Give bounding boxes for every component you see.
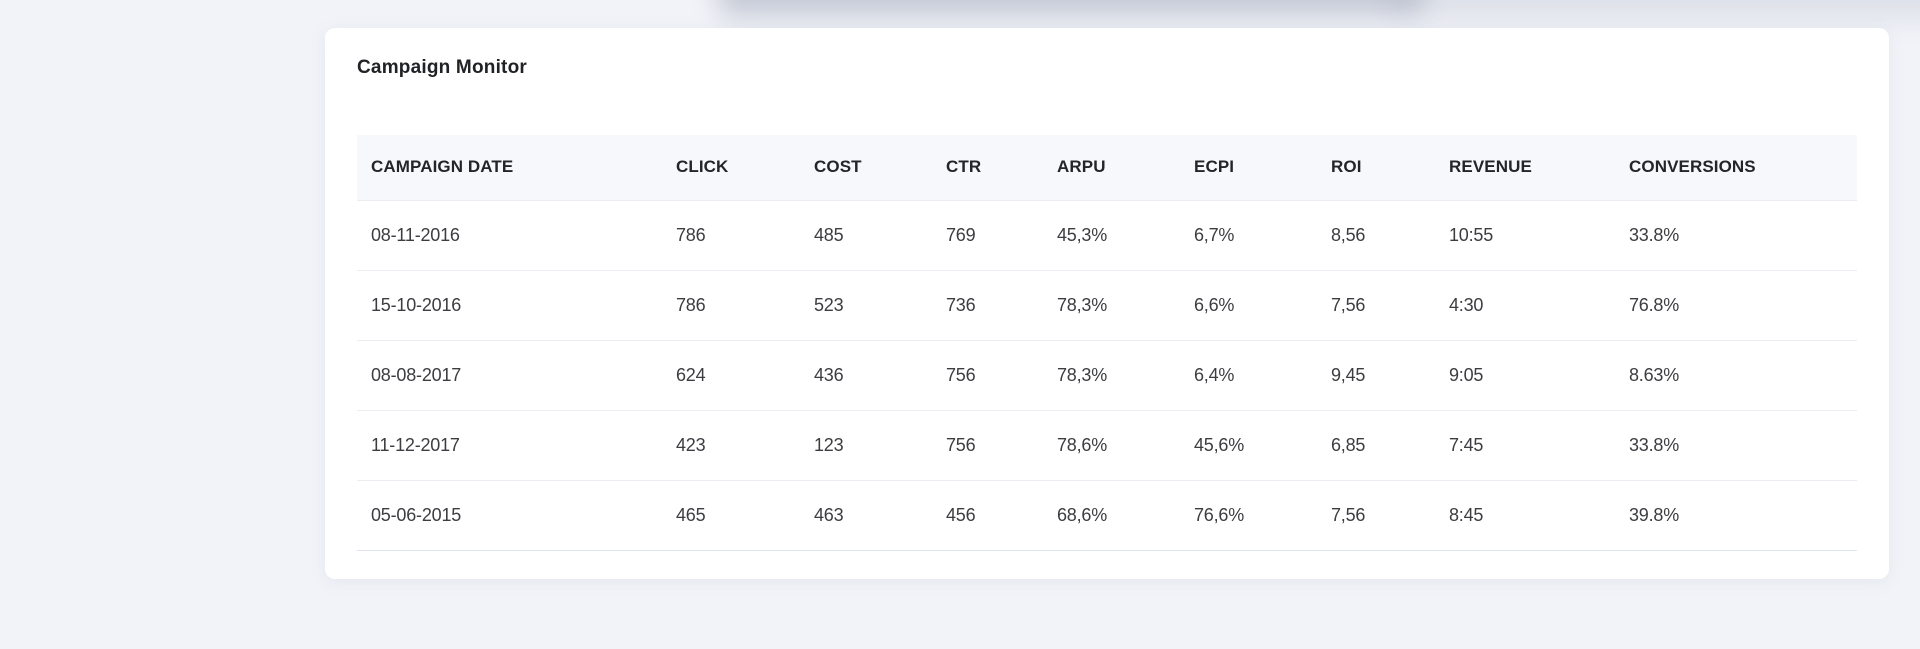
cell-arpu: 45,3% [1043, 200, 1180, 271]
cell-roi: 9,45 [1317, 340, 1435, 411]
table-row: 08-08-2017 624 436 756 78,3% 6,4% 9,45 9… [357, 340, 1857, 411]
cell-cost: 463 [800, 480, 932, 551]
cell-campaign-date: 05-06-2015 [357, 480, 662, 551]
cell-cost: 523 [800, 270, 932, 341]
cell-cost: 436 [800, 340, 932, 411]
column-header-click: CLICK [662, 135, 800, 201]
cell-ecpi: 76,6% [1180, 480, 1317, 551]
table-row: 15-10-2016 786 523 736 78,3% 6,6% 7,56 4… [357, 270, 1857, 341]
cell-ecpi: 45,6% [1180, 410, 1317, 481]
cell-roi: 7,56 [1317, 480, 1435, 551]
cell-revenue: 7:45 [1435, 410, 1615, 481]
cell-revenue: 9:05 [1435, 340, 1615, 411]
cell-campaign-date: 11-12-2017 [357, 410, 662, 481]
table-body: 08-11-2016 786 485 769 45,3% 6,7% 8,56 1… [357, 200, 1857, 551]
cell-revenue: 10:55 [1435, 200, 1615, 271]
campaign-table: CAMPAIGN DATE CLICK COST CTR ARPU ECPI ROI REVE… [357, 135, 1857, 551]
cell-arpu: 68,6% [1043, 480, 1180, 551]
cell-arpu: 78,6% [1043, 410, 1180, 481]
column-header-conversions: CONVERSIONS [1615, 135, 1857, 201]
column-header-arpu: ARPU [1043, 135, 1180, 201]
cell-campaign-date: 08-08-2017 [357, 340, 662, 411]
table-row: 11-12-2017 423 123 756 78,6% 45,6% 6,85 … [357, 410, 1857, 481]
cell-conversions: 76.8% [1615, 270, 1857, 341]
column-header-roi: ROI [1317, 135, 1435, 201]
cell-revenue: 8:45 [1435, 480, 1615, 551]
cell-ctr: 736 [932, 270, 1043, 341]
column-header-ecpi: ECPI [1180, 135, 1317, 201]
cell-ctr: 756 [932, 410, 1043, 481]
cell-conversions: 33.8% [1615, 410, 1857, 481]
cell-click: 786 [662, 200, 800, 271]
column-header-revenue: REVENUE [1435, 135, 1615, 201]
cell-roi: 7,56 [1317, 270, 1435, 341]
cell-cost: 485 [800, 200, 932, 271]
cell-cost: 123 [800, 410, 932, 481]
column-header-campaign_date: CAMPAIGN DATE [357, 135, 662, 201]
table-row: 05-06-2015 465 463 456 68,6% 76,6% 7,56 … [357, 480, 1857, 551]
cell-click: 786 [662, 270, 800, 341]
cell-ecpi: 6,7% [1180, 200, 1317, 271]
column-header-cost: COST [800, 135, 932, 201]
campaign-monitor-card: Campaign Monitor CAMPAIGN DATE CLICK COST C… [325, 28, 1889, 579]
cell-arpu: 78,3% [1043, 270, 1180, 341]
table-row: 08-11-2016 786 485 769 45,3% 6,7% 8,56 1… [357, 200, 1857, 271]
cell-click: 423 [662, 410, 800, 481]
cell-ctr: 769 [932, 200, 1043, 271]
cell-ctr: 756 [932, 340, 1043, 411]
cell-roi: 8,56 [1317, 200, 1435, 271]
cell-ecpi: 6,4% [1180, 340, 1317, 411]
cell-conversions: 39.8% [1615, 480, 1857, 551]
card-title: Campaign Monitor [357, 57, 527, 78]
cell-conversions: 8.63% [1615, 340, 1857, 411]
cell-conversions: 33.8% [1615, 200, 1857, 271]
column-header-ctr: CTR [932, 135, 1043, 201]
cell-roi: 6,85 [1317, 410, 1435, 481]
table-header-row: CAMPAIGN DATE CLICK COST CTR ARPU ECPI ROI REVE… [357, 135, 1857, 201]
cell-ecpi: 6,6% [1180, 270, 1317, 341]
cell-campaign-date: 08-11-2016 [357, 200, 662, 271]
cell-ctr: 456 [932, 480, 1043, 551]
cell-revenue: 4:30 [1435, 270, 1615, 341]
cell-arpu: 78,3% [1043, 340, 1180, 411]
cell-click: 465 [662, 480, 800, 551]
cell-click: 624 [662, 340, 800, 411]
cell-campaign-date: 15-10-2016 [357, 270, 662, 341]
